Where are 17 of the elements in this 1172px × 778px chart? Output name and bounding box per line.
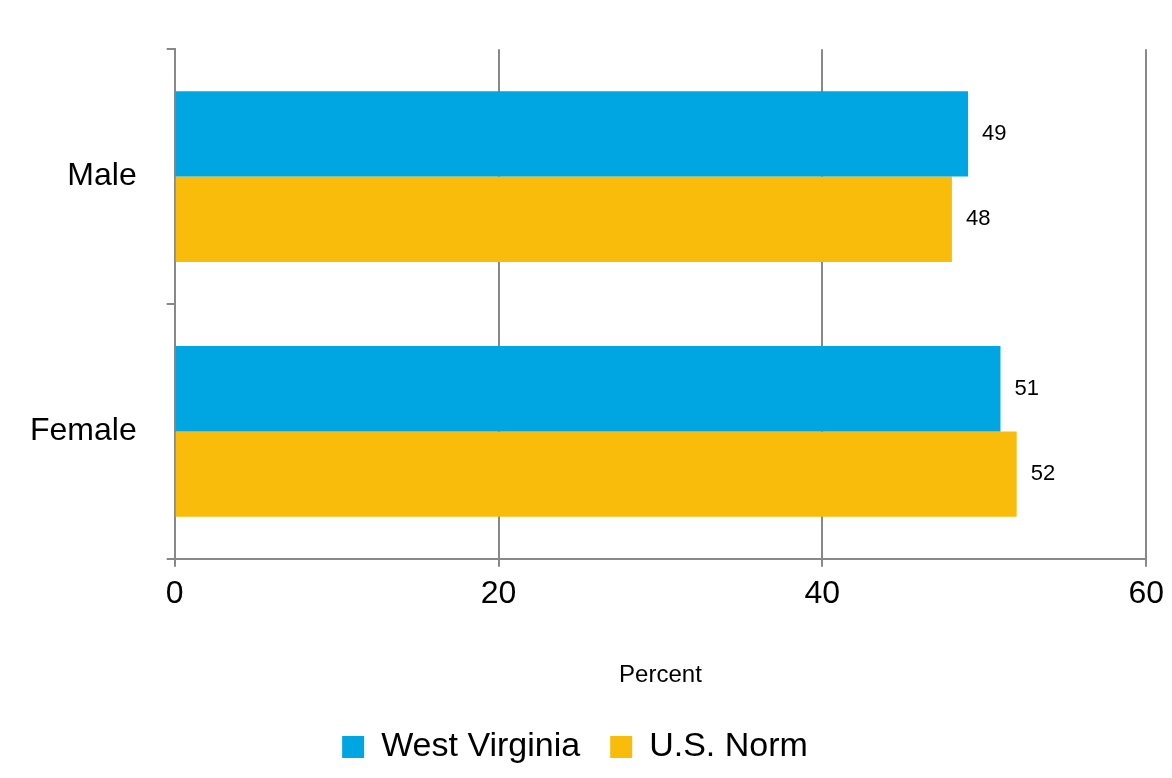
data-label: 48 [965, 205, 991, 231]
bar [175, 176, 952, 262]
x-tick-label: 0 [165, 573, 184, 610]
legend-label: West Virginia [381, 725, 581, 764]
data-label: 52 [1030, 460, 1056, 486]
legend-label: U.S. Norm [649, 725, 808, 764]
x-tick-label: 60 [1128, 573, 1164, 610]
data-label: 51 [1014, 374, 1039, 400]
bar [175, 91, 969, 177]
y-tick-label: Female [30, 411, 137, 448]
bar [175, 431, 1017, 517]
y-tick-label: Male [67, 156, 137, 193]
x-tick-label: 20 [480, 573, 517, 610]
x-axis-title: Percent [619, 660, 703, 688]
x-tick-label: 40 [804, 573, 841, 610]
data-label: 49 [982, 119, 1007, 145]
bar [175, 346, 1001, 432]
